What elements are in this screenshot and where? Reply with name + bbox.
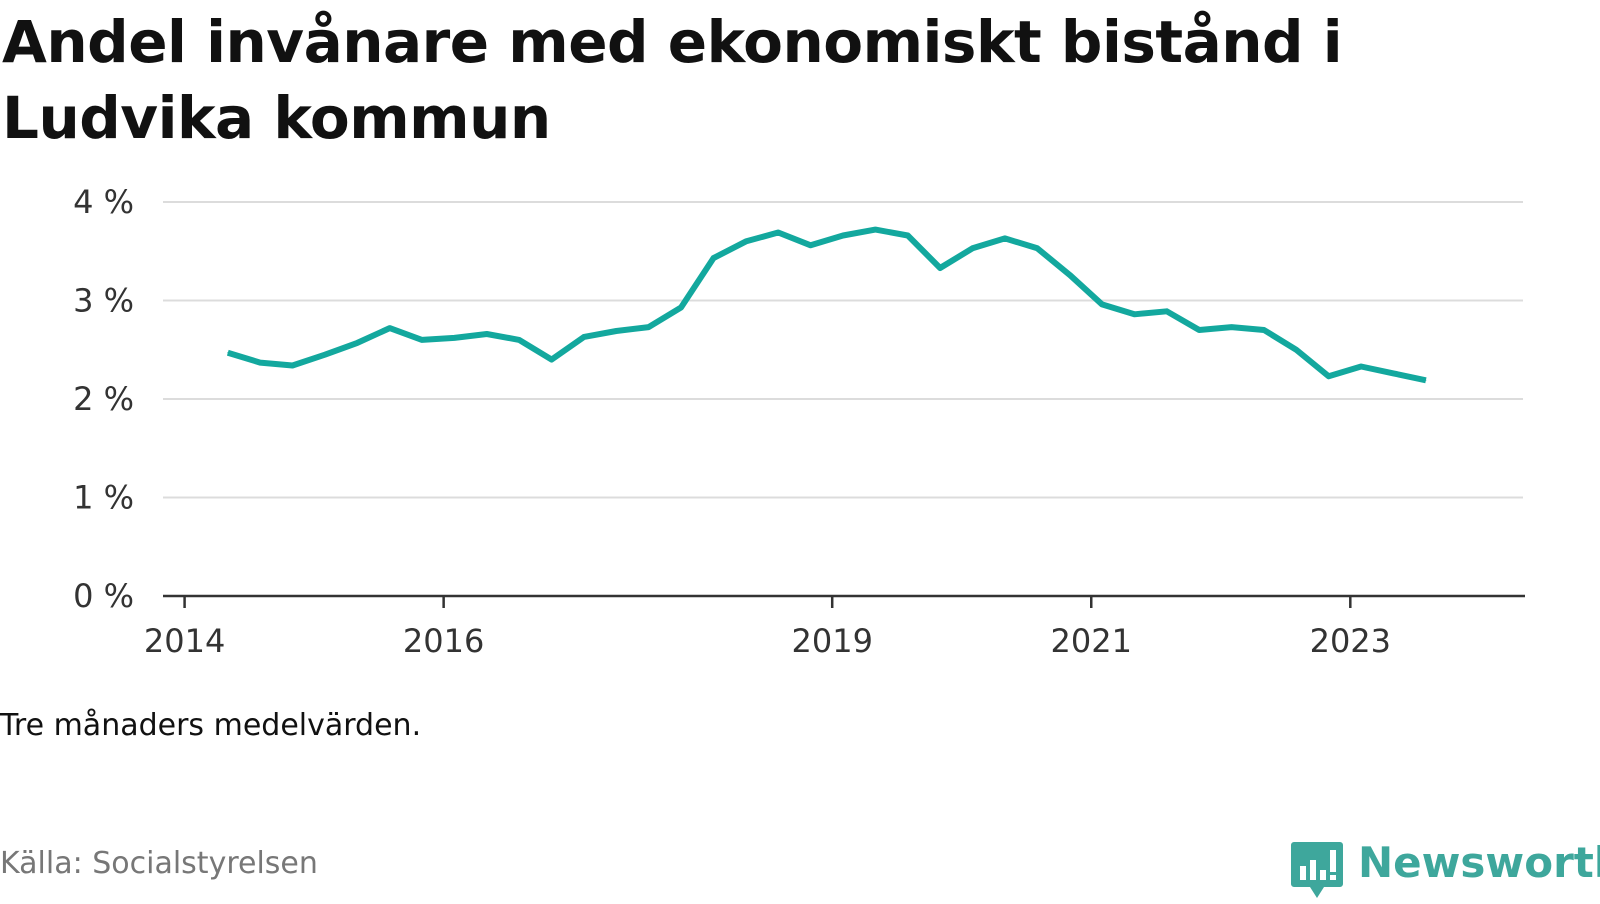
data-point (1198, 329, 1200, 331)
newsworthy-logo-icon (1291, 842, 1343, 898)
brand-logo[interactable]: Newsworthy (1290, 840, 1600, 904)
data-point (421, 339, 423, 341)
data-point (1360, 365, 1362, 367)
data-point (259, 362, 261, 364)
data-point (972, 247, 974, 249)
data-point (1101, 303, 1103, 305)
brand-name: Newsworthy (1358, 838, 1600, 887)
source-credit: Källa: Socialstyrelsen (0, 846, 318, 881)
data-point (356, 342, 358, 344)
data-point (1133, 313, 1135, 315)
chart-title: Andel invånare med ekonomiskt bistånd i … (2, 8, 1343, 152)
data-point (1166, 310, 1168, 312)
x-tick-label: 2016 (403, 622, 484, 660)
data-point (842, 234, 844, 236)
x-axis: 2014 2016 2019 2021 2023 (144, 594, 1525, 660)
series-lines (226, 226, 1427, 384)
data-point (1069, 274, 1071, 276)
data-point (680, 306, 682, 308)
y-tick-label: 2 % (73, 380, 134, 418)
y-tick-label: 1 % (73, 479, 134, 517)
data-point (745, 240, 747, 242)
data-point (389, 327, 391, 329)
data-point (1328, 375, 1330, 377)
y-axis-ticks: 0 % 1 % 2 % 3 % 4 % (73, 183, 134, 615)
data-point (1425, 379, 1427, 381)
data-point (712, 257, 714, 259)
x-tick-label: 2023 (1310, 622, 1391, 660)
y-tick-label: 3 % (73, 282, 134, 320)
line-chart: 0 % 1 % 2 % 3 % 4 % 2014 2016 2019 2021 2023 (73, 183, 1525, 660)
data-point (810, 244, 812, 246)
data-point (939, 267, 941, 269)
y-tick-label: 0 % (73, 577, 134, 615)
data-point (874, 229, 876, 231)
data-point (1004, 237, 1006, 239)
data-point (1295, 349, 1297, 351)
data-point (551, 359, 553, 361)
data-point (1231, 326, 1233, 328)
data-point (777, 232, 779, 234)
chart-note: Tre månaders medelvärden. (0, 708, 422, 743)
data-point (453, 337, 455, 339)
gridlines (163, 201, 1523, 499)
data-point (292, 365, 294, 367)
data-point (227, 352, 229, 354)
data-point (648, 326, 650, 328)
data-point (907, 234, 909, 236)
data-point (583, 336, 585, 338)
data-point (1263, 329, 1265, 331)
data-point (324, 354, 326, 356)
data-point (615, 330, 617, 332)
data-point (486, 333, 488, 335)
y-tick-label: 4 % (73, 183, 134, 221)
data-point (1392, 372, 1394, 374)
x-tick-label: 2014 (144, 622, 225, 660)
x-tick-label: 2019 (791, 622, 872, 660)
series-line (226, 226, 1427, 384)
data-point (518, 339, 520, 341)
data-point (1036, 247, 1038, 249)
x-tick-label: 2021 (1051, 622, 1132, 660)
